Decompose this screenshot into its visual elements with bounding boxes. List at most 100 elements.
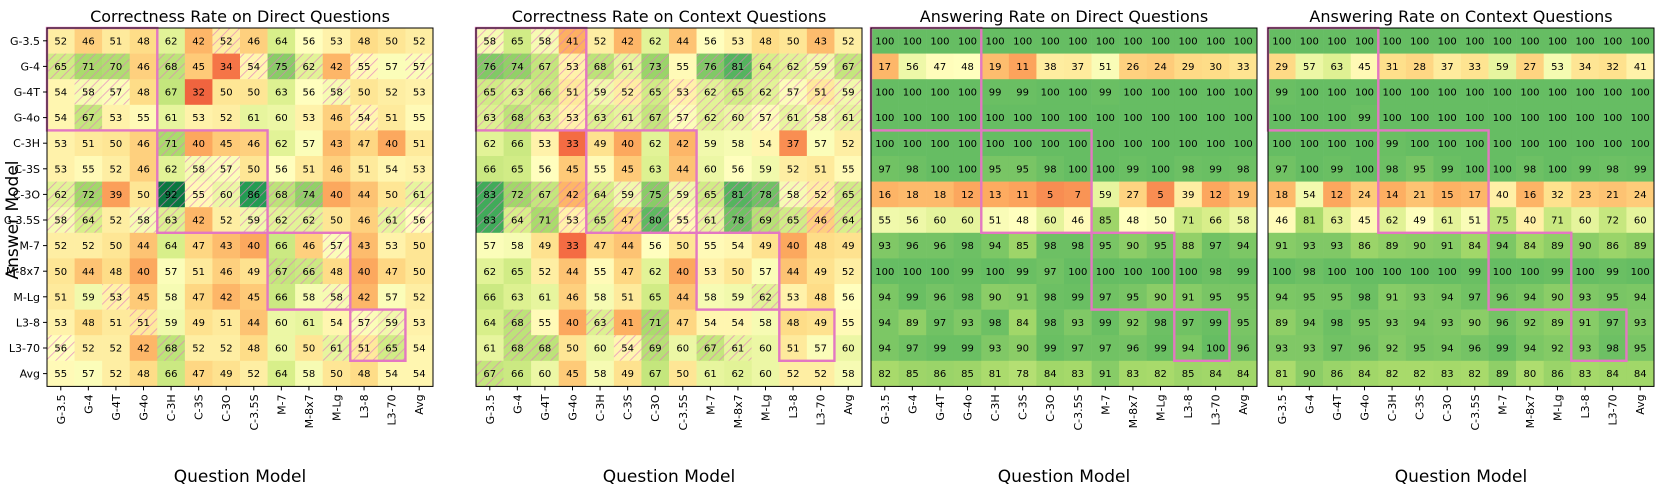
cell-value: 58 (330, 292, 343, 303)
heatmap-cell (102, 104, 131, 131)
cell-value: 100 (930, 113, 949, 124)
cell-value: 91 (1441, 241, 1454, 252)
heatmap-cell (350, 232, 379, 259)
heatmap-cell (1598, 309, 1627, 336)
heatmap-cell (1378, 207, 1407, 234)
cell-value: 89 (1551, 241, 1564, 252)
heatmap-cell (1323, 53, 1352, 80)
cell-value: 100 (1206, 113, 1225, 124)
heatmap-cell (322, 258, 351, 285)
cell-value: 63 (594, 318, 607, 329)
cell-value: 56 (54, 344, 67, 355)
heatmap-cell (1378, 232, 1407, 259)
cell-value: 45 (1358, 62, 1371, 73)
cell-value: 53 (54, 318, 67, 329)
cell-value: 99 (1044, 344, 1057, 355)
cell-value: 51 (220, 318, 233, 329)
heatmap-cell (1378, 156, 1407, 182)
cell-value: 55 (539, 318, 552, 329)
cell-value: 47 (192, 292, 205, 303)
cell-value: 44 (137, 241, 150, 252)
cell-value: 57 (82, 369, 95, 380)
cell-value: 93 (1634, 318, 1647, 329)
cell-value: 52 (110, 216, 123, 227)
cell-value: 63 (539, 113, 552, 124)
cell-value: 44 (676, 36, 689, 47)
cell-value: 54 (413, 344, 426, 355)
hatch-overlay (531, 181, 559, 208)
heatmap-cell (981, 232, 1010, 259)
cell-value: 62 (649, 267, 662, 278)
cell-value: 60 (934, 216, 947, 227)
heatmap-cell (1378, 28, 1407, 54)
cell-value: 61 (621, 62, 634, 73)
cell-value: 100 (1300, 88, 1319, 99)
heatmap-cell (1036, 284, 1065, 310)
heatmap-cell (405, 258, 434, 285)
x-tick-label: C-3O (220, 394, 233, 422)
heatmap-cell (377, 130, 406, 157)
cell-value: 91 (1182, 292, 1195, 303)
heatmap-cell (184, 53, 213, 80)
hatch-overlay (586, 181, 614, 208)
hatch-overlay (267, 258, 296, 284)
heatmap-cell (350, 79, 379, 106)
cell-value: 100 (903, 267, 922, 278)
heatmap-cell (613, 309, 642, 336)
heatmap-cell (1516, 156, 1545, 182)
x-tick-label: C-3.5S (677, 394, 690, 430)
cell-value: 59 (594, 88, 607, 99)
cell-value: 98 (1209, 267, 1222, 278)
heatmap-cell (1091, 104, 1120, 131)
cell-value: 52 (54, 36, 67, 47)
x-tick-label: G-4o (962, 394, 975, 420)
cell-value: 100 (958, 113, 977, 124)
cell-value: 47 (621, 216, 634, 227)
cell-value: 96 (1358, 344, 1371, 355)
cell-value: 50 (330, 216, 343, 227)
hatch-overlay (696, 104, 725, 131)
heatmap-cell (184, 284, 213, 310)
heatmap-cell (696, 130, 725, 157)
cell-value: 94 (1634, 292, 1647, 303)
hatch-overlay (613, 335, 642, 361)
heatmap-cell (953, 309, 982, 336)
heatmap-cell (405, 156, 434, 182)
heatmap-cell (1405, 335, 1434, 362)
cell-value: 98 (1606, 344, 1619, 355)
family-highlight-box (349, 308, 407, 363)
heatmap-cell (1295, 104, 1324, 131)
cell-value: 42 (220, 292, 233, 303)
heatmap-cell (1268, 258, 1296, 285)
heatmap-cell (1036, 130, 1065, 157)
cell-value: 100 (1383, 113, 1402, 124)
heatmap-cell (1571, 335, 1600, 362)
cell-value: 100 (1068, 164, 1087, 175)
cell-value: 85 (1182, 369, 1195, 380)
heatmap-cell (1543, 232, 1572, 259)
cell-value: 96 (1496, 292, 1509, 303)
cell-value: 86 (1358, 241, 1371, 252)
cell-value: 81 (1275, 369, 1288, 380)
cell-value: 100 (1603, 139, 1622, 150)
cell-value: 42 (192, 216, 205, 227)
cell-value: 60 (732, 113, 745, 124)
heatmap-cell (1174, 232, 1203, 259)
cell-value: 49 (539, 241, 552, 252)
heatmap-cell (1405, 360, 1434, 387)
cell-value: 54 (358, 113, 371, 124)
heatmap-cell (129, 258, 158, 285)
cell-value: 100 (1151, 139, 1170, 150)
cell-value: 55 (878, 216, 891, 227)
heatmap-cell (953, 335, 982, 362)
cell-value: 51 (137, 318, 150, 329)
x-tick-label: M-7 (1496, 394, 1509, 414)
heatmap-cell (1174, 130, 1203, 157)
heatmap-cell (1626, 156, 1655, 182)
cell-value: 44 (358, 190, 371, 201)
x-tick-label: G-3.5 (484, 394, 497, 424)
cell-value: 64 (275, 36, 288, 47)
cell-value: 57 (759, 267, 772, 278)
heatmap-cell (212, 79, 241, 106)
cell-value: 23 (1579, 190, 1592, 201)
